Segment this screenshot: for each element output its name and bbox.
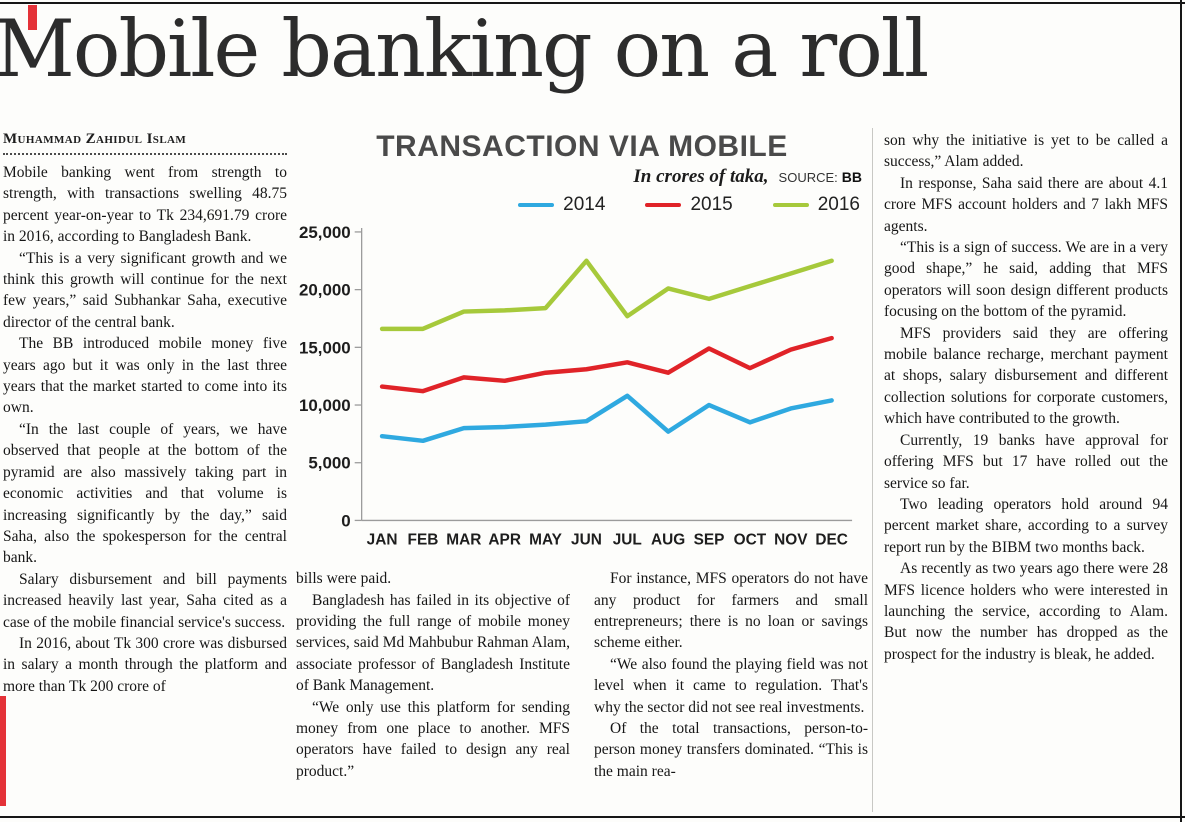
line-chart: 0 5,000 10,000 15,000 20,000 25,000 JAN FEB MAR A…: [299, 223, 853, 548]
top-border-rule: [0, 2, 1185, 4]
article-column-2: bills were paid. Bangladesh has failed in…: [296, 568, 570, 782]
article-paragraph: son why the initiative is yet to be call…: [884, 132, 1168, 171]
article-paragraph: “We also found the playing field was not…: [594, 655, 868, 716]
x-tick-label: JAN: [367, 531, 398, 548]
red-registration-mark-top: [28, 5, 37, 30]
chart-unit-label: In crores of taka,: [633, 166, 769, 187]
y-tick-label: 0: [341, 511, 350, 530]
red-registration-mark-bottom: [0, 696, 6, 806]
x-tick-label: JUN: [571, 531, 602, 548]
chart-legend: 2014 2015 2016: [296, 194, 868, 216]
x-tick-label: DEC: [815, 531, 848, 548]
article-paragraph: “This is a very significant growth and w…: [3, 249, 287, 331]
x-tick-label: MAR: [446, 531, 481, 548]
x-tick-label: OCT: [734, 531, 767, 548]
y-tick-label: 5,000: [308, 454, 350, 473]
x-tick-label: JUL: [613, 531, 642, 548]
article-paragraph: Mobile banking went from strength to str…: [3, 164, 287, 246]
series-line-2015: [379, 335, 834, 394]
chart-subtitle: In crores of taka, SOURCE: BB: [296, 166, 868, 188]
y-tick-label: 25,000: [299, 223, 351, 242]
x-tick-label: SEP: [694, 531, 725, 548]
mid-columns: bills were paid. Bangladesh has failed in…: [296, 568, 868, 782]
article-paragraph: In 2016, about Tk 300 crore was disburse…: [3, 634, 287, 695]
chart-title: TRANSACTION VIA MOBILE: [376, 130, 788, 163]
article-paragraph: Of the total transactions, person-to-per…: [594, 720, 868, 780]
right-border-rule: [1180, 0, 1182, 822]
bottom-border-rule: [0, 816, 1185, 818]
article-paragraph: For instance, MFS operators do not have …: [594, 570, 868, 652]
x-tick-label: APR: [488, 531, 521, 548]
article-column-1: Muhammad Zahidul Islam Mobile banking we…: [3, 131, 287, 809]
article-column-1-paragraphs: Mobile banking went from strength to str…: [3, 162, 287, 697]
article-paragraph: The BB introduced mobile money five year…: [3, 335, 287, 417]
x-tick-label: AUG: [651, 531, 685, 548]
legend-swatch: [518, 203, 555, 207]
article-paragraph: Bangladesh has failed in its objective o…: [296, 591, 570, 695]
legend-swatch: [645, 203, 682, 207]
chart-source-value: BB: [841, 169, 862, 185]
article-paragraph: “In the last couple of years, we have ob…: [3, 420, 287, 567]
legend-label: 2016: [817, 194, 860, 215]
chart-block: TRANSACTION VIA MOBILE In crores of taka…: [296, 130, 868, 556]
byline-divider: [3, 153, 287, 155]
article-paragraph: “We only use this platform for sending m…: [296, 698, 570, 780]
legend-item-2015: 2015: [645, 194, 733, 216]
x-tick-label: NOV: [774, 531, 808, 548]
y-tick-label: 20,000: [299, 281, 351, 300]
center-column: TRANSACTION VIA MOBILE In crores of taka…: [296, 126, 868, 816]
legend-swatch: [772, 203, 809, 207]
article-paragraph: In response, Saha said there are about 4…: [884, 174, 1168, 235]
article-column-4: son why the initiative is yet to be call…: [884, 130, 1168, 812]
series-line-2014: [379, 393, 834, 444]
article-paragraph: “This is a sign of success. We are in a …: [884, 239, 1168, 321]
chart-source-label: SOURCE:: [778, 170, 838, 185]
article-paragraph: Two leading operators hold around 94 per…: [884, 495, 1168, 556]
legend-item-2016: 2016: [772, 194, 860, 216]
article-paragraph: Currently, 19 banks have approval for of…: [884, 431, 1168, 492]
article-column-3: For instance, MFS operators do not have …: [594, 568, 868, 782]
article-paragraph: MFS providers said they are offering mob…: [884, 324, 1168, 428]
series-line-2016: [379, 258, 834, 332]
legend-label: 2015: [690, 194, 733, 215]
x-tick-label: FEB: [408, 531, 439, 548]
legend-label: 2014: [563, 194, 606, 215]
headline: Mobile banking on a roll: [0, 3, 929, 95]
article-paragraph: As recently as two years ago there were …: [884, 560, 1168, 663]
y-tick-label: 10,000: [299, 396, 351, 415]
legend-item-2014: 2014: [518, 194, 605, 216]
y-tick-label: 15,000: [299, 338, 351, 357]
column-divider-rule: [872, 128, 873, 812]
byline: Muhammad Zahidul Islam: [3, 131, 187, 147]
x-tick-label: MAY: [529, 531, 563, 548]
article-paragraph: bills were paid.: [296, 570, 392, 588]
article-paragraph: Salary disbursement and bill payments in…: [3, 570, 287, 631]
